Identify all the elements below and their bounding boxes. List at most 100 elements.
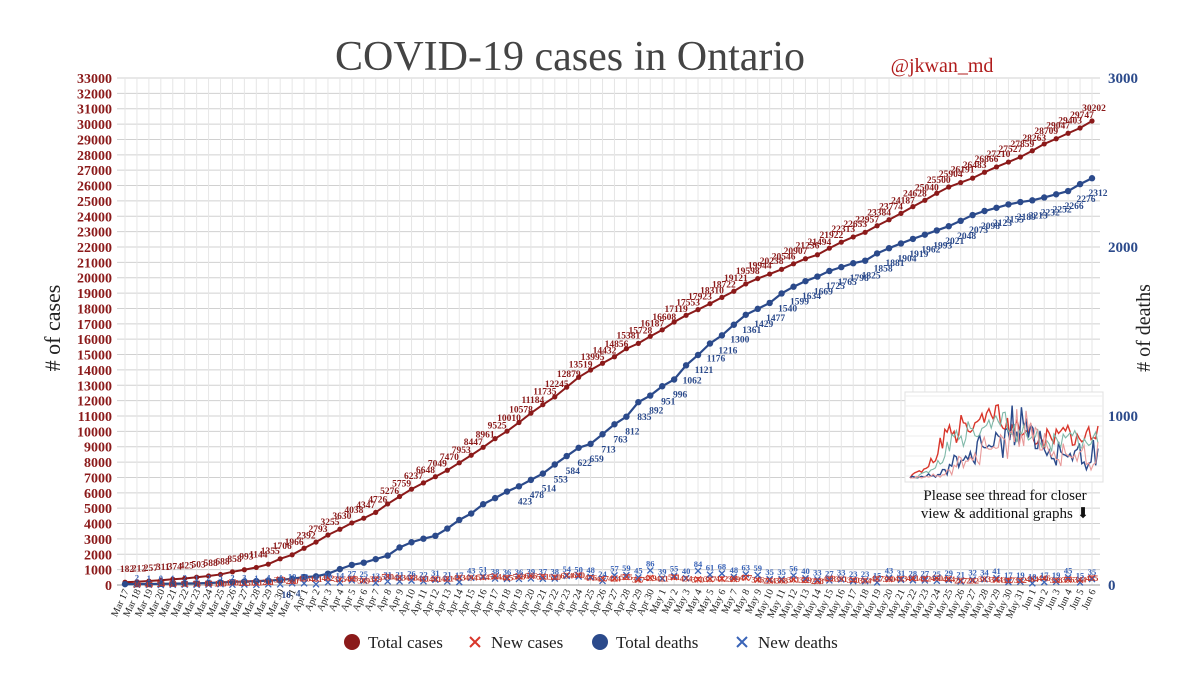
total-cases-data-label: 12245	[545, 380, 569, 390]
total-deaths-point	[838, 263, 845, 271]
y-tick-label-left: 30000	[77, 118, 112, 133]
y-tick-label-left: 27000	[77, 164, 112, 179]
total-deaths-data-label: 659	[589, 455, 604, 465]
new-deaths-data-label: 27	[348, 568, 357, 578]
total-deaths-data-label: 1477	[766, 314, 785, 324]
new-deaths-marker	[348, 576, 356, 584]
total-deaths-data-label: 1798	[850, 274, 869, 284]
total-cases-point	[564, 384, 570, 390]
total-cases-point	[623, 346, 630, 352]
total-deaths-point	[348, 561, 356, 569]
new-deaths-marker	[443, 577, 451, 585]
y-tick-label-left: 9000	[84, 441, 112, 456]
new-cases-data-label: 379	[369, 574, 382, 584]
total-cases-point	[1017, 154, 1023, 160]
total-deaths-point	[1052, 191, 1060, 198]
total-deaths-data-label: 1216	[718, 346, 737, 356]
y-tick-label-left: 6000	[84, 487, 112, 502]
total-cases-point	[934, 190, 940, 196]
total-deaths-data-label: 1993	[933, 241, 952, 251]
total-deaths-point	[754, 305, 761, 313]
new-cases-data-label: 525	[620, 572, 633, 582]
new-deaths-marker	[813, 575, 821, 583]
total-cases-data-label: 27527	[999, 145, 1023, 155]
new-deaths-data-label: 35	[1088, 567, 1097, 577]
total-cases-data-label: 1144	[249, 550, 268, 560]
new-deaths-marker	[1016, 578, 1024, 586]
y-tick-label-left: 15000	[77, 349, 112, 364]
total-cases-data-label: 10010	[497, 414, 521, 424]
total-deaths-data-label: 2189	[1017, 213, 1036, 223]
total-cases-point	[301, 545, 307, 551]
total-cases-data-label: 588	[203, 559, 218, 569]
total-cases-data-label: 4038	[344, 506, 363, 516]
new-cases-data-label: 426	[298, 573, 311, 583]
new-cases-marker	[503, 574, 511, 582]
legend-new-deaths-label: New deaths	[758, 633, 838, 652]
total-cases-data-label: 14856	[605, 340, 629, 350]
total-deaths-data-label: 423	[518, 497, 533, 507]
total-cases-data-label: 25904	[939, 170, 963, 180]
new-deaths-data-label: 0	[159, 573, 163, 583]
total-deaths-data-label: 1765	[838, 278, 857, 288]
new-deaths-data-label: 32	[968, 568, 977, 578]
total-cases-data-label: 26866	[975, 155, 999, 165]
total-deaths-point	[312, 573, 320, 580]
new-cases-data-label: 401	[429, 574, 442, 584]
total-cases-data-label: 27859	[1010, 140, 1034, 150]
total-cases-point	[886, 217, 892, 223]
y-tick-label-left: 16000	[77, 333, 112, 348]
new-cases-marker	[575, 571, 583, 579]
total-deaths-line	[125, 177, 1093, 586]
total-cases-point	[373, 509, 379, 515]
new-cases-data-label: 483	[393, 573, 406, 583]
total-cases-point	[385, 501, 391, 507]
total-cases-point	[277, 556, 283, 562]
total-deaths-data-label: 478	[530, 491, 545, 501]
total-deaths-point	[169, 580, 176, 587]
total-cases-point	[170, 576, 176, 582]
new-cases-data-label: 446	[1038, 573, 1051, 583]
legend-total-deaths: Total deaths	[592, 633, 698, 652]
total-deaths-data-label: 1634	[802, 292, 821, 302]
new-deaths-marker	[646, 567, 654, 574]
total-deaths-point	[491, 494, 499, 502]
total-deaths-point	[575, 444, 582, 451]
total-deaths-data-label: 996	[673, 390, 688, 400]
total-cases-point	[671, 319, 677, 325]
new-cases-data-label: 412	[918, 574, 931, 584]
new-cases-data-label: 85	[204, 579, 213, 589]
new-deaths-marker	[527, 574, 535, 582]
total-cases-point	[1005, 159, 1012, 165]
total-cases-point	[516, 419, 522, 426]
total-deaths-point	[205, 579, 212, 587]
new-deaths-data-label: 40	[682, 566, 691, 576]
new-deaths-data-label: 84	[694, 559, 703, 569]
new-cases-marker	[599, 574, 606, 582]
new-cases-marker	[491, 572, 499, 580]
axes: 0100020003000400050006000700080009000100…	[77, 71, 1138, 620]
total-cases-data-label: 16608	[652, 313, 676, 323]
total-cases-data-label: 21236	[796, 242, 820, 252]
new-cases-data-label: 170	[226, 577, 239, 587]
total-cases-data-label: 24628	[903, 190, 927, 200]
total-cases-data-label: 858	[227, 555, 242, 565]
new-cases-data-label: 63	[169, 579, 178, 589]
new-deaths-marker	[778, 575, 786, 583]
total-cases-data-label: 6237	[404, 472, 423, 482]
new-deaths-marker	[766, 575, 774, 583]
total-cases-data-label: 7049	[428, 460, 447, 470]
total-deaths-data-label: 2098	[981, 222, 1000, 232]
new-cases-data-label: 30	[133, 580, 142, 590]
new-deaths-marker	[431, 576, 439, 584]
inset-thumbnail	[904, 391, 1104, 483]
data-series	[121, 118, 1096, 589]
total-cases-data-label: 29047	[1046, 122, 1070, 132]
total-cases-point	[396, 493, 403, 500]
total-cases-point	[719, 294, 725, 300]
total-cases-data-label: 23384	[867, 209, 891, 219]
new-cases-marker	[718, 575, 726, 583]
total-deaths-point	[133, 580, 141, 588]
total-deaths-data-label: 2048	[957, 232, 976, 242]
total-cases-point	[826, 245, 832, 251]
